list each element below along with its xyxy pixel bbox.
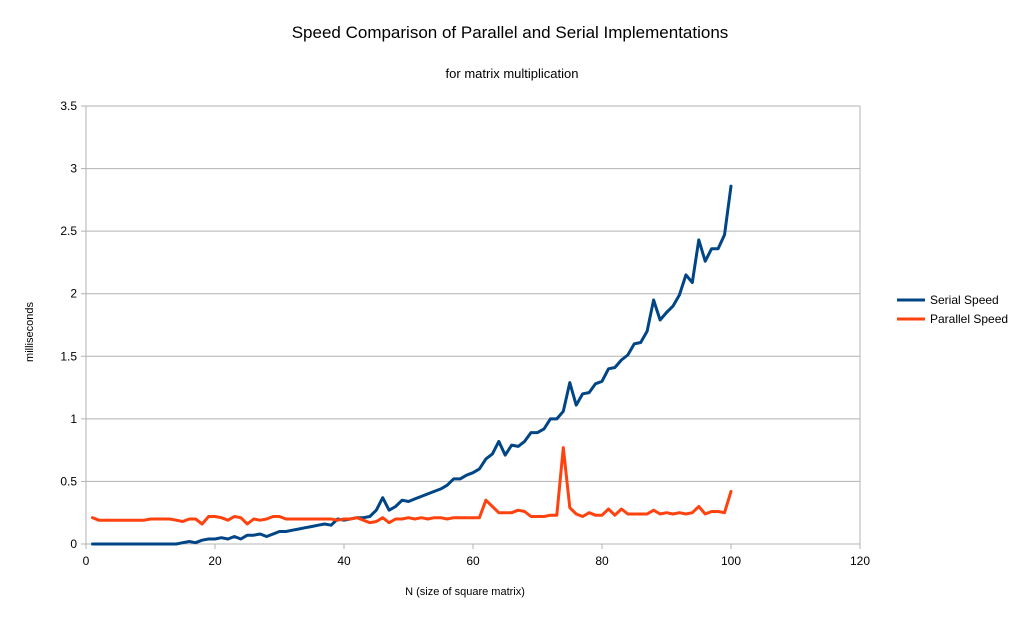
chart-title: Speed Comparison of Parallel and Serial … [292, 23, 729, 42]
y-tick-label: 0.5 [60, 474, 77, 488]
chart-subtitle: for matrix multiplication [446, 66, 579, 81]
x-tick-label: 120 [850, 554, 870, 568]
x-tick-label: 80 [595, 554, 609, 568]
y-axis-label: milliseconds [24, 302, 36, 362]
series-line-parallel [91, 446, 733, 526]
legend: Serial Speed Parallel Speed [897, 293, 1008, 326]
y-tick-label: 3.5 [60, 99, 77, 113]
y-tick-label: 0 [70, 537, 77, 551]
y-tick-label: 2 [70, 287, 77, 301]
x-tick-label: 60 [466, 554, 480, 568]
x-tick-label: 0 [83, 554, 90, 568]
x-tick-label: 40 [337, 554, 351, 568]
series-line-serial [91, 184, 733, 546]
y-tick-label: 2.5 [60, 224, 77, 238]
y-tick-label: 1.5 [60, 349, 77, 363]
x-tick-label: 20 [208, 554, 222, 568]
legend-label: Serial Speed [930, 293, 999, 307]
y-tick-label: 1 [70, 412, 77, 426]
plot-area: 0 0.5 1 1.5 2 2.5 3 3.5 0 20 40 60 80 100 120 [60, 99, 870, 568]
y-tick-label: 3 [70, 162, 77, 176]
x-tick-label: 100 [721, 554, 741, 568]
legend-label: Parallel Speed [930, 312, 1008, 326]
x-axis-label: N (size of square matrix) [405, 586, 525, 598]
